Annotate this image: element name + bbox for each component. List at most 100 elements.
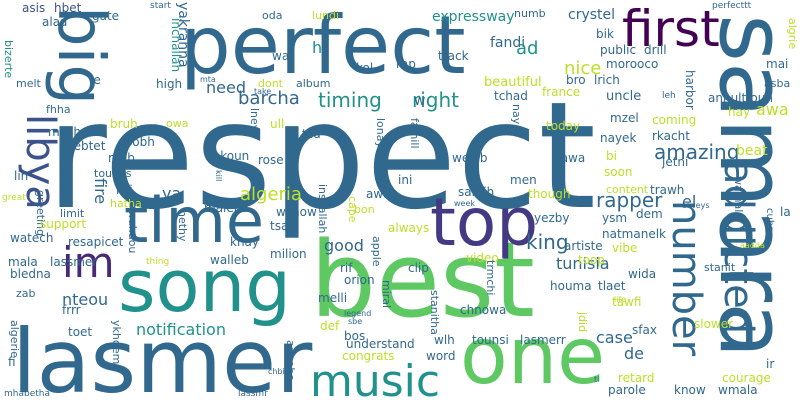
word-melt: melt xyxy=(16,77,41,90)
word-mhabetha: mhabetha xyxy=(4,389,50,399)
word-wahdou: wahdou xyxy=(126,210,139,254)
word-clip: clip xyxy=(408,261,429,275)
word-support: support xyxy=(40,217,87,231)
word-thing: thing xyxy=(146,257,170,267)
word-algerie: algerie xyxy=(8,320,21,358)
word-great: great xyxy=(2,193,26,203)
word-tawfi: tawfi xyxy=(612,295,642,309)
word-number: number xyxy=(663,200,709,357)
word-bon: bon xyxy=(354,203,375,216)
word-rif: rif xyxy=(340,261,353,275)
word-gate: gate xyxy=(92,9,120,23)
word-jdid: jdid xyxy=(576,312,589,333)
word-top: top xyxy=(430,184,539,261)
word-soon: soon xyxy=(604,165,633,179)
word-morooco: morooco xyxy=(606,57,659,71)
word-natmanelk: natmanelk xyxy=(602,227,666,241)
word-hay: hay xyxy=(728,105,751,119)
word-w: w xyxy=(414,93,426,109)
word-video: video xyxy=(466,251,499,265)
word-france: france xyxy=(542,85,581,99)
word-watech: watech xyxy=(10,231,54,245)
word-mta: mta xyxy=(200,75,216,84)
word-bos: bos xyxy=(344,329,366,343)
word-lin: lin xyxy=(14,169,29,183)
word-take: take xyxy=(254,87,272,96)
word-tsali: tsali xyxy=(270,219,295,233)
word-beautiful: beautiful xyxy=(484,75,542,90)
word-aadda: aadda xyxy=(740,241,765,250)
word-limit: limit xyxy=(60,207,85,220)
word-fi: fi xyxy=(8,355,16,369)
word-melli: melli xyxy=(318,291,348,305)
word-artiste: artiste xyxy=(564,239,603,253)
word-today: today xyxy=(546,119,581,133)
word-kill: kill xyxy=(214,170,223,182)
word-expressway: expressway xyxy=(432,9,515,25)
word-samih: samih xyxy=(458,185,495,199)
word-public: public xyxy=(600,43,637,57)
word-wlh: wlh xyxy=(434,333,455,347)
word-orion: orion xyxy=(344,273,375,287)
word-high: high xyxy=(156,77,183,91)
word-legend: legend xyxy=(344,309,372,318)
word-zab: zab xyxy=(16,287,36,300)
word-lneya: lneya xyxy=(248,108,261,139)
word-miral: miral xyxy=(380,280,393,309)
word-mala: mala xyxy=(8,255,38,269)
word-inchallah: inchallah xyxy=(169,18,183,73)
word-wshow: wshow xyxy=(276,205,317,219)
word-hethy: hethy xyxy=(176,210,189,242)
word-respect: respect xyxy=(46,70,597,242)
word-album: album xyxy=(296,77,331,90)
word-tchad: tchad xyxy=(494,89,528,103)
word-wmala: wmala xyxy=(718,383,758,397)
word-congrats: congrats xyxy=(342,349,395,363)
word-courage: courage xyxy=(722,371,771,385)
word-famill: famill xyxy=(408,118,421,149)
word-hatha: hatha xyxy=(110,197,142,210)
word-good: good xyxy=(324,236,364,255)
word-leh: leh xyxy=(662,91,676,101)
word-track: track xyxy=(438,49,469,63)
word-owa: owa xyxy=(166,117,189,130)
word-weleb: weleb xyxy=(452,151,488,165)
word-case: case xyxy=(596,328,633,347)
word-notification: notification xyxy=(136,320,226,339)
word-need: need xyxy=(206,78,246,97)
word-retard: retard xyxy=(618,371,655,385)
word-naya: naya xyxy=(510,104,523,131)
word-inshallah: inshallah xyxy=(316,184,329,234)
word-coming: coming xyxy=(652,113,697,127)
word-rap: rap xyxy=(396,57,416,71)
word-chbih: chbih xyxy=(268,367,290,376)
word-houma: houma xyxy=(550,279,592,293)
word-lassmr: lassmr xyxy=(238,389,268,399)
word-yezby: yezby xyxy=(534,211,570,225)
word-content: content xyxy=(606,183,649,196)
word-one: one xyxy=(460,312,606,400)
word-first: first xyxy=(622,0,720,58)
word-h: h xyxy=(312,38,323,57)
word-men: men xyxy=(510,173,537,187)
word-ini: ini xyxy=(398,173,413,187)
word-nteou: nteou xyxy=(62,290,109,309)
word-bruh: bruh xyxy=(110,117,138,131)
word-right: right xyxy=(412,88,459,112)
word-barcha: barcha xyxy=(238,88,300,109)
word-el: el xyxy=(682,192,697,211)
word-annultfouh: annultfouh xyxy=(708,91,773,105)
word-tounes: tounes xyxy=(94,167,132,180)
word-dont: dont xyxy=(258,77,283,90)
word-slower: slower xyxy=(694,317,734,331)
word-bi: bi xyxy=(606,149,617,163)
word-kol: kol xyxy=(356,61,374,75)
word-tounsi: tounsi xyxy=(472,333,509,347)
word-best: best xyxy=(310,219,535,341)
word-im: im xyxy=(62,238,115,287)
word-lundi: lundi xyxy=(312,9,340,22)
word-bledna: bledna xyxy=(10,267,51,281)
word-apple: apple xyxy=(370,236,383,267)
word-lrich: lrich xyxy=(594,73,620,87)
word-khay: khay xyxy=(230,235,260,249)
